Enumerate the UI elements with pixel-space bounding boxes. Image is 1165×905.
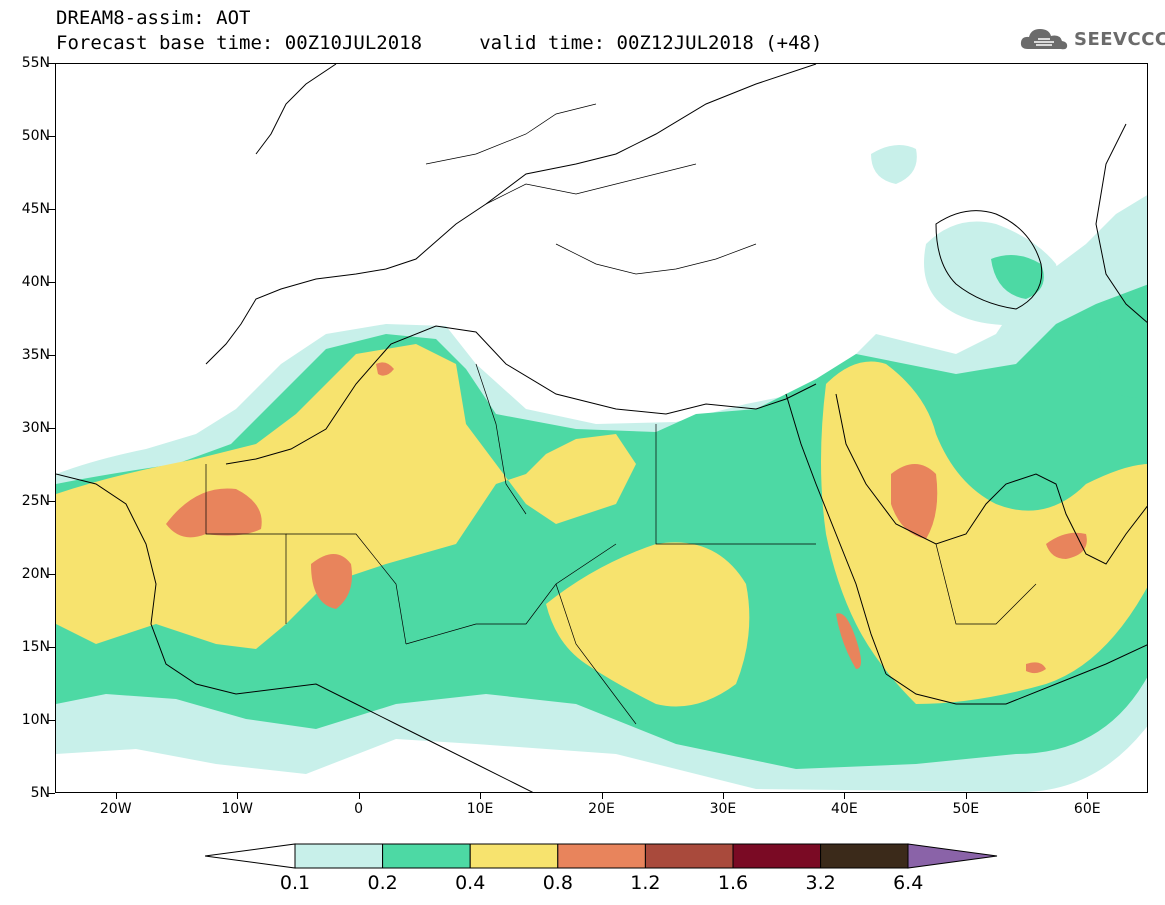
lat-label: 10N (21, 712, 50, 728)
colorbar-label: 0.4 (455, 872, 486, 894)
lat-tick (48, 501, 55, 502)
aot-contour-0.8-g (836, 613, 861, 669)
aot-contour-0.8-b (311, 554, 352, 609)
colorbar-box-4 (644, 843, 734, 869)
colorbar (205, 843, 998, 869)
aot-contour-0.8-c (891, 464, 938, 539)
colorbar-box-1 (382, 843, 471, 869)
lat-tick (48, 574, 55, 575)
colorbar-label: 1.6 (717, 872, 749, 894)
lon-tick (601, 793, 603, 799)
lat-tick (48, 136, 55, 137)
aot-map (55, 63, 1148, 793)
aot-contour-0.1-caspian (924, 221, 1059, 326)
lon-tick (722, 793, 724, 799)
colorbar-box-5 (732, 843, 822, 869)
lat-tick (48, 428, 55, 429)
lat-tick (48, 793, 55, 794)
lon-tick (115, 793, 117, 799)
cloud-icon (1020, 29, 1068, 50)
lon-tick (358, 793, 360, 799)
colorbar-label: 0.8 (542, 872, 573, 894)
lat-tick (48, 355, 55, 356)
lon-label: 20W (99, 801, 132, 817)
colorbar-under-triangle (205, 843, 296, 869)
lat-label: 30N (21, 420, 50, 436)
coastlines (56, 64, 1147, 792)
lat-tick (48, 282, 55, 283)
seevccc-logo: SEEVCCC (1018, 25, 1165, 53)
lon-label: 10W (221, 801, 253, 817)
lon-label: 30E (709, 801, 737, 817)
lat-tick (48, 209, 55, 210)
lon-label: 10E (466, 801, 494, 817)
lat-label: 25N (21, 493, 50, 509)
aot-contour-0.8-a (166, 488, 262, 538)
lat-label: 40N (21, 274, 50, 290)
aot-contour-0.8-d (1046, 532, 1087, 559)
colorbar-label: 1.2 (630, 872, 661, 894)
aot-contour-0.4 (56, 344, 636, 649)
colorbar-box-2 (469, 843, 559, 869)
lat-tick (48, 647, 55, 648)
lon-tick (480, 793, 482, 799)
aot-contour-0.2-north (1096, 320, 1147, 398)
aot-contour-0.4-central (546, 542, 750, 707)
colorbar-box-3 (557, 843, 646, 869)
lat-tick (48, 63, 55, 64)
lat-label: 35N (21, 347, 50, 363)
lon-label: 0 (354, 801, 364, 817)
forecast-times: Forecast base time: 00Z10JUL2018 valid t… (56, 32, 823, 54)
colorbar-label: 3.2 (805, 872, 836, 894)
colorbar-box-6 (820, 843, 909, 869)
lon-label: 20E (588, 801, 615, 817)
lon-tick (844, 793, 846, 799)
lat-label: 45N (21, 201, 50, 217)
lat-label: 20N (21, 566, 50, 582)
lon-tick (1087, 793, 1089, 799)
aot-contour-0.2-caspian (991, 255, 1044, 299)
country-borders (205, 103, 1037, 725)
lon-tick (965, 793, 967, 799)
aot-contour-0.4-east (821, 361, 1147, 704)
aot-contour-0.1-north (871, 145, 917, 184)
colorbar-label: 0.1 (279, 872, 311, 894)
colorbar-box-0 (294, 843, 384, 869)
lat-label: 5N (30, 785, 50, 801)
colorbar-label: 0.2 (367, 872, 398, 894)
chart-title: DREAM8-assim: AOT (56, 7, 251, 29)
logo-text: SEEVCCC (1074, 28, 1165, 50)
lat-tick (48, 720, 55, 721)
lat-label: 55N (21, 55, 50, 71)
aot-contour-0.8-e (376, 362, 394, 376)
colorbar-label: 6.4 (893, 872, 924, 894)
lat-label: 15N (21, 639, 50, 655)
lat-label: 50N (21, 128, 50, 144)
lon-label: 60E (1073, 801, 1101, 817)
lon-label: 50E (952, 801, 980, 817)
colorbar-over-triangle (907, 843, 998, 869)
lon-label: 40E (831, 801, 858, 817)
aot-contour-0.8-f (1026, 662, 1046, 674)
lon-tick (237, 793, 239, 799)
